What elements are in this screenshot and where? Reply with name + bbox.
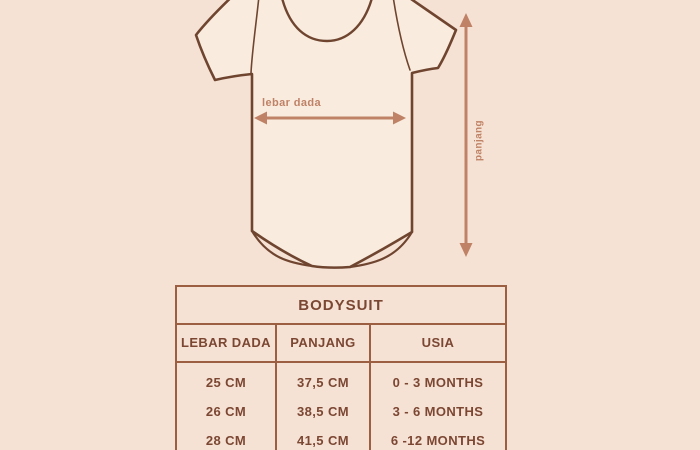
age-column: 0 - 3 MONTHS 3 - 6 MONTHS 6 -12 MONTHS <box>371 363 505 450</box>
table-header-row: LEBAR DADA PANJANG USIA <box>177 325 505 363</box>
length-arrow <box>459 13 473 257</box>
column-header-usia: USIA <box>421 335 455 350</box>
table-cell: 38,5 CM <box>297 404 349 419</box>
table-cell: 41,5 CM <box>297 433 349 448</box>
collar-curve <box>281 0 373 43</box>
table-cell: 25 CM <box>205 375 247 390</box>
right-leg-binding <box>348 230 414 269</box>
chest-width-arrow <box>254 111 406 125</box>
left-leg-binding <box>250 229 314 268</box>
length-label: panjang <box>473 119 485 162</box>
size-table: BODYSUIT LEBAR DADA PANJANG USIA 25 CM 2… <box>175 285 507 450</box>
left-armhole-seam <box>250 0 260 74</box>
chest-width-column: 25 CM 26 CM 28 CM <box>177 363 277 450</box>
right-armhole-seam <box>392 0 411 71</box>
table-cell: 37,5 CM <box>297 375 349 390</box>
length-column: 37,5 CM 38,5 CM 41,5 CM <box>277 363 371 450</box>
column-header-panjang: PANJANG <box>277 325 371 361</box>
chest-width-label: lebar dada <box>262 97 322 109</box>
table-cell: 6 -12 MONTHS <box>390 433 486 448</box>
table-cell: 0 - 3 MONTHS <box>392 375 484 390</box>
table-cell: 26 CM <box>205 404 247 419</box>
column-header-lebar-dada: LEBAR DADA <box>177 325 277 361</box>
table-cell: 3 - 6 MONTHS <box>392 404 484 419</box>
table-title: BODYSUIT <box>177 287 505 325</box>
table-cell: 28 CM <box>205 433 247 448</box>
table-body: 25 CM 26 CM 28 CM 37,5 CM 38,5 CM 41,5 C… <box>177 363 505 450</box>
bodysuit-outline <box>194 0 458 269</box>
